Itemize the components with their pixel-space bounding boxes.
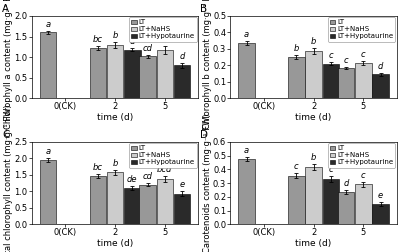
Text: B: B: [200, 4, 207, 14]
Text: A: A: [2, 4, 9, 14]
Legend: LT, LT+NaHS, LT+Hypotaurine: LT, LT+NaHS, LT+Hypotaurine: [328, 17, 395, 42]
Text: C: C: [2, 130, 9, 140]
Text: a: a: [46, 147, 51, 156]
Bar: [288, 176, 304, 224]
Bar: [373, 74, 389, 98]
Text: cd: cd: [143, 44, 153, 53]
Bar: [174, 194, 190, 224]
Text: e: e: [180, 180, 184, 189]
Text: b: b: [112, 31, 118, 40]
Bar: [338, 68, 354, 98]
Bar: [157, 50, 173, 98]
Bar: [239, 159, 255, 224]
Legend: LT, LT+NaHS, LT+Hypotaurine: LT, LT+NaHS, LT+Hypotaurine: [328, 143, 395, 168]
Bar: [338, 192, 354, 224]
Y-axis label: Chlorophyll a content (mg·g⁻¹ FW): Chlorophyll a content (mg·g⁻¹ FW): [4, 0, 13, 129]
Bar: [124, 50, 140, 98]
Text: de: de: [127, 175, 138, 184]
Text: a: a: [244, 30, 249, 39]
Legend: LT, LT+NaHS, LT+Hypotaurine: LT, LT+NaHS, LT+Hypotaurine: [129, 143, 197, 168]
Bar: [140, 185, 156, 224]
Bar: [90, 48, 106, 98]
Text: a: a: [244, 146, 249, 155]
Bar: [323, 64, 339, 98]
Bar: [157, 179, 173, 224]
Bar: [239, 43, 255, 98]
Text: c: c: [361, 50, 366, 59]
Text: D: D: [200, 130, 209, 140]
Text: b: b: [311, 37, 316, 46]
X-axis label: time (d): time (d): [97, 239, 133, 248]
Text: bcd: bcd: [157, 165, 172, 174]
Text: b: b: [294, 44, 299, 53]
Text: c: c: [344, 56, 348, 65]
Text: bc: bc: [93, 163, 103, 172]
Bar: [174, 65, 190, 98]
Bar: [124, 188, 140, 224]
X-axis label: time (d): time (d): [97, 113, 133, 122]
Bar: [355, 63, 371, 98]
Text: b: b: [112, 159, 118, 168]
Text: d: d: [179, 52, 185, 61]
Y-axis label: Total chlorophyll content (mg·g⁻¹ FW): Total chlorophyll content (mg·g⁻¹ FW): [4, 104, 13, 252]
Bar: [306, 51, 322, 98]
Bar: [288, 57, 304, 98]
Text: cd: cd: [143, 172, 153, 181]
Bar: [40, 160, 56, 224]
Bar: [306, 167, 322, 224]
Bar: [355, 184, 371, 224]
Text: bc: bc: [93, 35, 103, 44]
Text: c: c: [294, 162, 299, 171]
Bar: [40, 33, 56, 98]
Text: e: e: [378, 191, 383, 200]
Bar: [90, 176, 106, 224]
Text: c: c: [361, 171, 366, 180]
Text: d: d: [130, 37, 135, 46]
Y-axis label: Carotenoids content (mg·g⁻¹ FW): Carotenoids content (mg·g⁻¹ FW): [203, 113, 211, 252]
Text: bc: bc: [160, 35, 170, 44]
Bar: [323, 179, 339, 224]
Legend: LT, LT+NaHS, LT+Hypotaurine: LT, LT+NaHS, LT+Hypotaurine: [129, 17, 197, 42]
X-axis label: time (d): time (d): [296, 239, 332, 248]
Text: a: a: [46, 20, 51, 29]
Text: b: b: [311, 153, 316, 162]
Text: d: d: [378, 62, 383, 71]
Text: c: c: [328, 165, 333, 174]
Y-axis label: Chlorophyll b content (mg·g⁻¹ FW): Chlorophyll b content (mg·g⁻¹ FW): [203, 0, 211, 130]
Bar: [373, 204, 389, 224]
Bar: [140, 56, 156, 98]
Bar: [107, 45, 123, 98]
Bar: [107, 172, 123, 224]
Text: d: d: [343, 179, 349, 188]
X-axis label: time (d): time (d): [296, 113, 332, 122]
Text: c: c: [328, 51, 333, 60]
